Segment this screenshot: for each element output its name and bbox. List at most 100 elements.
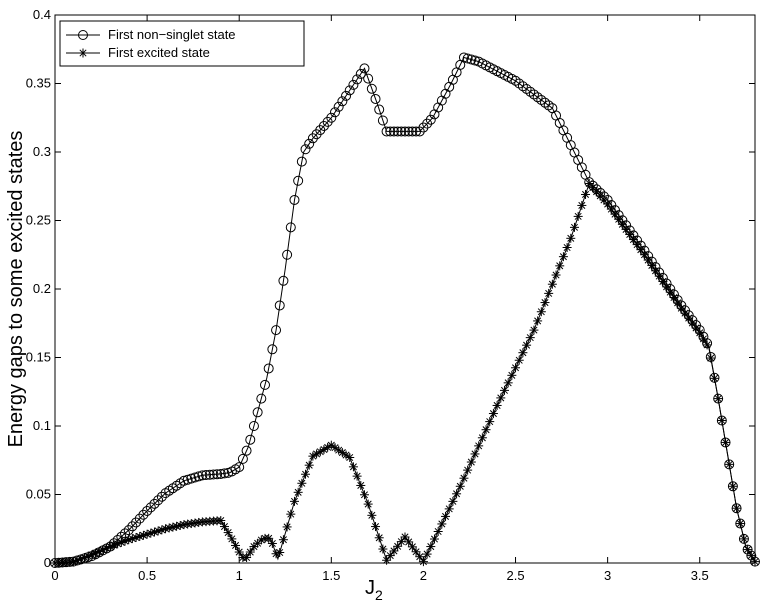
data-point [573, 211, 583, 221]
data-point [407, 542, 417, 552]
data-point [562, 242, 572, 252]
x-tick-label: 0 [51, 568, 58, 583]
data-point [337, 96, 348, 107]
data-point [525, 86, 536, 97]
data-point [352, 74, 363, 85]
y-tick-label: 0.3 [33, 144, 51, 159]
data-point [286, 509, 296, 519]
data-point [190, 472, 200, 483]
data-point [113, 539, 123, 549]
data-point [382, 555, 392, 565]
data-point [282, 249, 293, 260]
data-point [204, 469, 215, 480]
data-point [617, 219, 627, 229]
data-point [488, 409, 498, 419]
data-point [706, 353, 716, 363]
data-point [713, 394, 723, 404]
data-point [263, 363, 274, 374]
legend-items: First non−singlet state First excited sta… [66, 27, 236, 60]
data-point [278, 275, 289, 286]
data-point [691, 323, 701, 333]
data-point [415, 552, 425, 562]
data-point [285, 222, 296, 233]
data-point [452, 489, 462, 499]
data-point [544, 288, 554, 298]
data-point [448, 496, 458, 506]
y-tick-label: 0 [44, 555, 51, 570]
data-point [389, 546, 399, 556]
data-point [245, 434, 256, 445]
data-point [496, 393, 506, 403]
data-point [366, 83, 377, 94]
data-point [301, 469, 311, 479]
data-point [227, 534, 237, 544]
legend-marker [78, 30, 88, 40]
data-point [528, 89, 539, 100]
data-point [673, 298, 683, 308]
data-point [433, 526, 443, 536]
data-point [639, 250, 649, 260]
data-point [540, 298, 550, 308]
data-point [463, 465, 473, 475]
data-point [134, 513, 145, 524]
data-point [345, 453, 355, 463]
data-point [156, 491, 167, 502]
data-point [577, 200, 587, 210]
data-point [341, 90, 352, 101]
data-point [267, 344, 278, 355]
legend-box [59, 20, 305, 67]
x-axis-title-subscript: 2 [375, 587, 383, 603]
data-point [525, 333, 535, 343]
data-point [293, 487, 303, 497]
data-point [514, 78, 525, 89]
data-point [407, 126, 418, 137]
data-point [212, 469, 223, 480]
data-point [396, 126, 407, 137]
data-point [529, 325, 539, 335]
data-point [606, 204, 616, 214]
data-point [669, 292, 679, 302]
data-point [665, 287, 675, 297]
data-point [264, 533, 274, 543]
data-point [610, 209, 620, 219]
data-point [632, 240, 642, 250]
data-point [381, 126, 392, 137]
x-axis-title: J2 [365, 577, 383, 603]
y-tick-label: 0.1 [33, 418, 51, 433]
data-point [695, 328, 705, 338]
data-point [485, 417, 495, 427]
data-point [481, 425, 491, 435]
data-point [522, 340, 532, 350]
data-point [628, 235, 638, 245]
data-point [296, 156, 307, 167]
data-point [543, 100, 554, 111]
data-point [732, 503, 742, 513]
data-point [728, 481, 738, 491]
legend-item: First non−singlet state [66, 27, 236, 42]
data-point [145, 502, 156, 513]
data-point [172, 521, 182, 531]
x-tick-label: 0.5 [138, 568, 156, 583]
y-axis-title: Energy gaps to some excited states [5, 131, 27, 448]
legend-item: First excited state [66, 45, 210, 60]
data-point [702, 340, 712, 350]
data-point [153, 495, 164, 506]
data-point [149, 498, 160, 509]
data-point [76, 554, 86, 564]
data-point [418, 557, 428, 567]
data-point [724, 459, 734, 469]
data-point [643, 255, 653, 265]
data-point [120, 536, 130, 546]
data-point [252, 407, 263, 418]
data-point [625, 229, 635, 239]
data-point [344, 85, 355, 96]
y-tick-label: 0.2 [33, 281, 51, 296]
data-point [231, 540, 241, 550]
data-point [326, 112, 337, 123]
data-point [466, 457, 476, 467]
data-point [275, 547, 285, 557]
data-point [392, 126, 403, 137]
data-point [687, 318, 697, 328]
data-point [293, 175, 304, 186]
data-point [138, 509, 149, 520]
